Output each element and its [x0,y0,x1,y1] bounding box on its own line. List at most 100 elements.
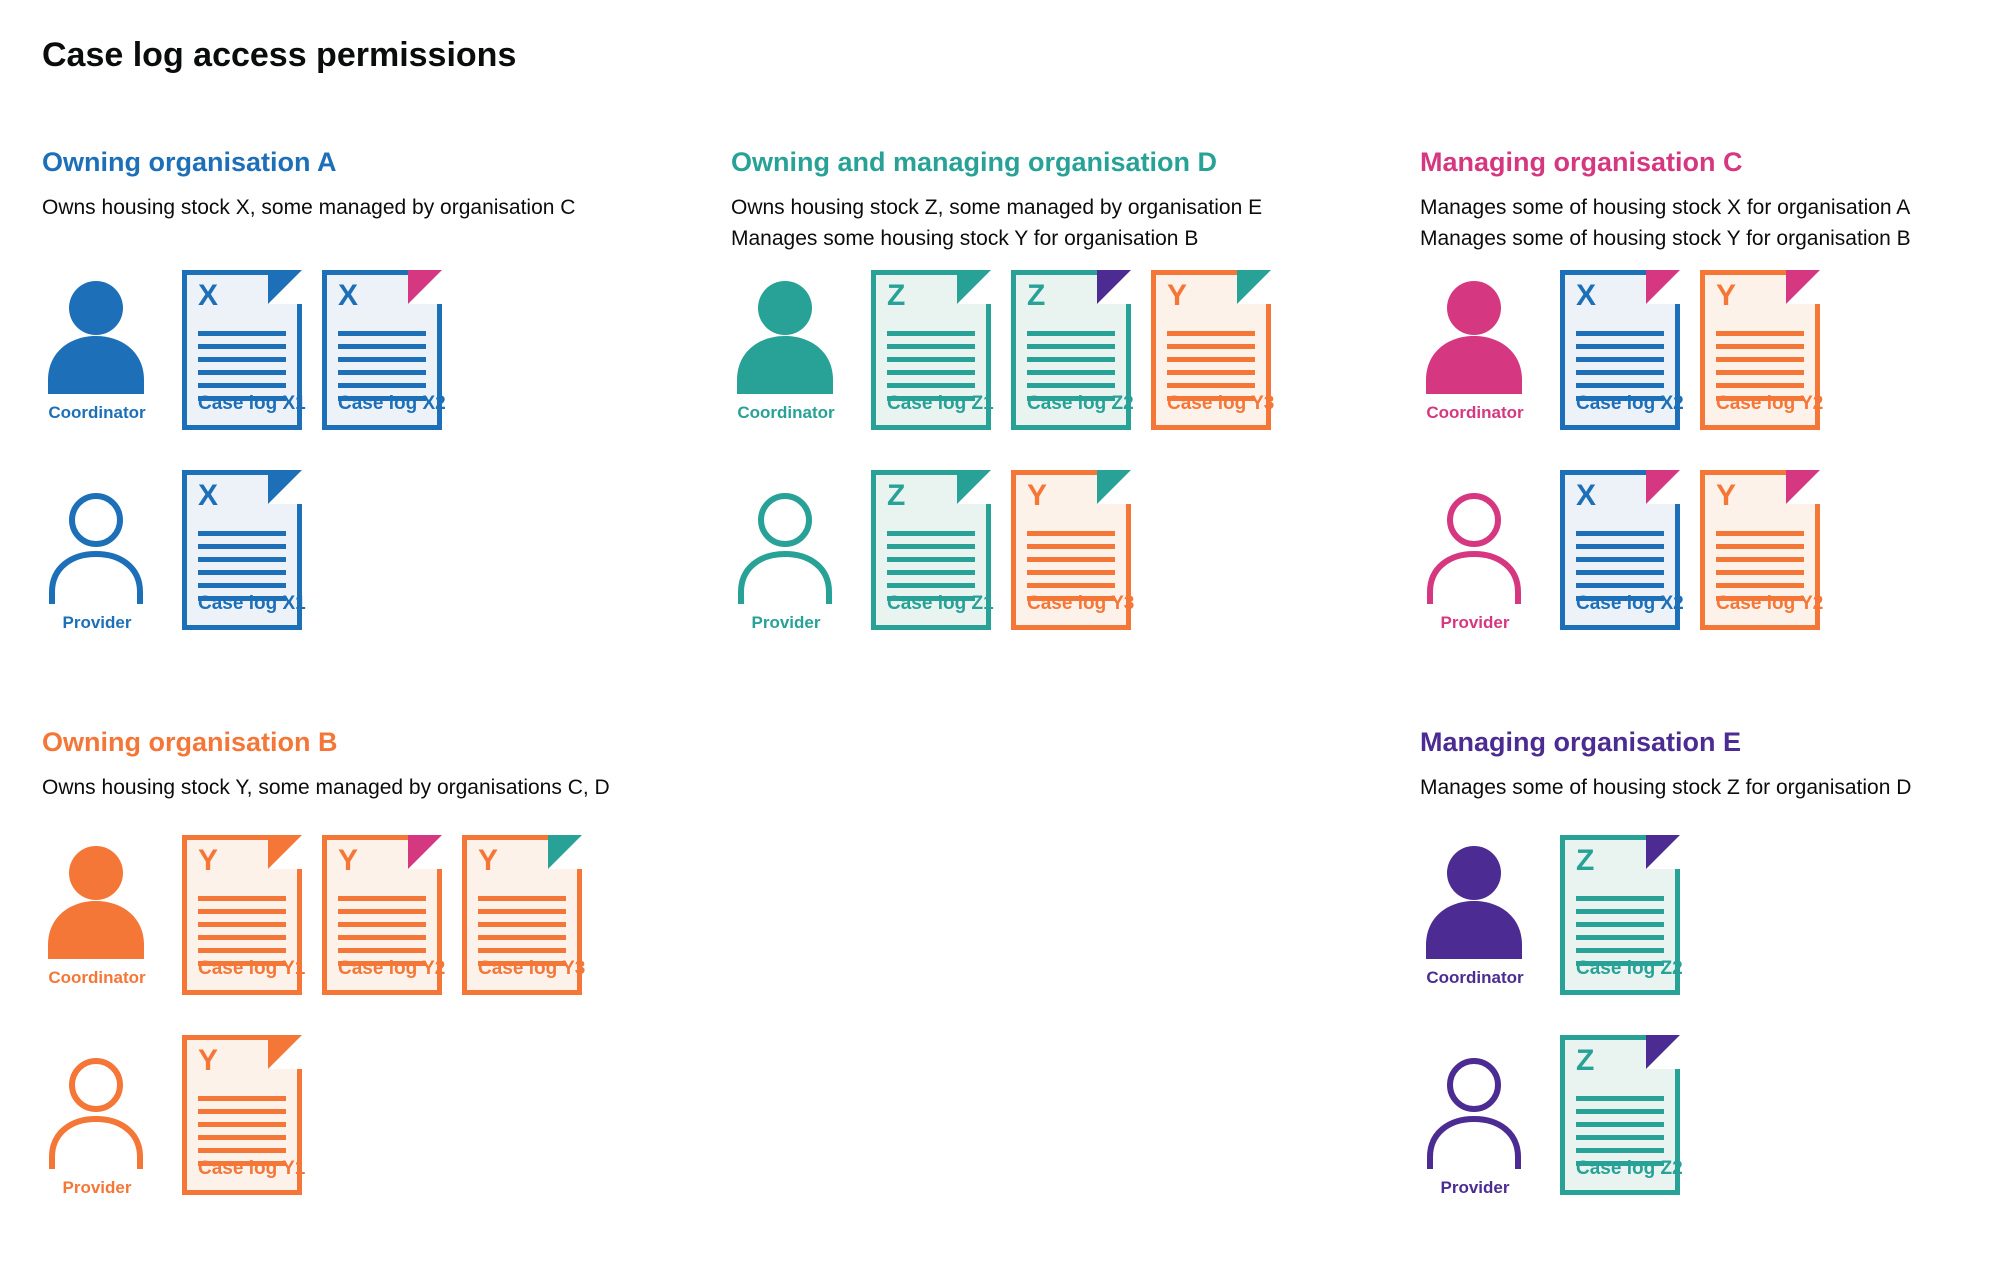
coordinator-row: Coordinator Y Case log Y1 Y Case log Y2 Y Case… [42,835,585,995]
coordinator-icon [737,281,833,394]
text-line [478,922,566,927]
folded-corner-icon [1097,470,1131,504]
section-description-line: Manages some of housing stock X for orga… [1420,196,1911,219]
text-lines [198,1096,286,1174]
section-description-line: Owns housing stock X, some managed by or… [42,196,576,219]
role-label: Coordinator [737,403,835,422]
text-line [1167,331,1255,336]
case-log-document: Z Case log Z2 [1560,1035,1683,1195]
text-line [1027,596,1115,601]
text-lines [1716,531,1804,609]
text-line [198,961,286,966]
case-log-documents: X Case log X1 X Case log X2 [182,270,446,430]
role-label: Coordinator [1426,968,1524,987]
text-line [1576,531,1664,536]
text-line [1167,396,1255,401]
text-lines [198,896,286,974]
stock-letter: Y [1167,279,1188,312]
case-log-documents: X Case log X1 [182,470,306,630]
text-line [198,948,286,953]
section-description: Owns housing stock Y, some managed by or… [42,772,722,803]
stock-letter: X [198,479,219,512]
text-line [198,357,286,362]
text-line [1576,935,1664,940]
folded-corner-icon [408,835,442,869]
case-log-label: Case log Y3 [1027,593,1135,614]
folded-corner-icon [1786,470,1820,504]
case-log-label: Case log X1 [198,393,306,414]
case-log-document: X Case log X2 [322,270,446,430]
coordinator-person: Coordinator [42,835,182,988]
case-log-label: Case log Y2 [338,958,446,979]
text-line [1576,544,1664,549]
folded-corner-icon [1097,270,1131,304]
case-log-label: Case log Y2 [1716,393,1824,414]
text-line [1576,961,1664,966]
stock-letter: Y [198,1044,219,1077]
text-line [887,596,975,601]
text-line [198,331,286,336]
text-line [338,896,426,901]
provider-person: Provider [42,470,182,633]
text-line [338,922,426,927]
text-line [198,570,286,575]
section-description-line: Owns housing stock Z, some managed by or… [731,196,1263,219]
text-line [1576,896,1664,901]
text-line [198,1148,286,1153]
coordinator-person: Coordinator [1420,270,1560,423]
stock-letter: Y [478,844,499,877]
text-lines [198,331,286,409]
case-log-document: X Case log X2 [1560,470,1684,630]
provider-row: Provider Y Case log Y1 [42,1035,305,1198]
text-line [1716,570,1804,575]
text-line [198,396,286,401]
case-log-documents: Z Case log Z1 Y Case log Y3 [871,470,1135,630]
section-description: Owns housing stock X, some managed by or… [42,192,722,223]
folded-corner-icon [1646,270,1680,304]
case-log-documents: Z Case log Z2 [1560,835,1683,995]
case-log-label: Case log Z2 [1576,958,1683,979]
stock-letter: Y [1716,279,1737,312]
text-line [198,1096,286,1101]
text-line [1027,557,1115,562]
text-line [1716,544,1804,549]
provider-icon [49,493,143,604]
text-line [1716,557,1804,562]
stock-letter: Z [887,479,906,512]
role-label: Provider [62,613,132,632]
text-line [338,357,426,362]
text-line [478,896,566,901]
provider-icon [738,493,832,604]
case-log-label: Case log X1 [198,593,306,614]
text-lines [1576,531,1664,609]
text-line [1716,396,1804,401]
text-line [1576,370,1664,375]
role-label: Coordinator [48,968,146,987]
role-label: Provider [1440,613,1510,632]
text-line [478,909,566,914]
text-lines [198,531,286,609]
text-line [1716,583,1804,588]
text-line [198,922,286,927]
text-line [1576,1109,1664,1114]
text-line [1027,583,1115,588]
case-log-documents: Z Case log Z2 [1560,1035,1683,1195]
stock-letter: Z [1576,1044,1595,1077]
folded-corner-icon [548,835,582,869]
provider-row: Provider Z Case log Z1 Y Case log Y3 [731,470,1135,633]
text-line [1576,396,1664,401]
text-lines [338,331,426,409]
coordinator-row: Coordinator Z Case log Z2 [1420,835,1683,995]
text-line [887,557,975,562]
role-label: Provider [751,613,821,632]
stock-letter: Y [1027,479,1048,512]
section-description: Owns housing stock Z, some managed by or… [731,192,1401,254]
case-log-label: Case log Z1 [887,393,994,414]
section-description-line: Manages some of housing stock Y for orga… [1420,227,1911,250]
text-line [887,383,975,388]
case-log-document: Y Case log Y2 [1700,270,1824,430]
section-description-line: Owns housing stock Y, some managed by or… [42,776,610,799]
case-log-documents: Y Case log Y1 Y Case log Y2 Y Case log Y3 [182,835,585,995]
text-line [198,596,286,601]
case-log-label: Case log Y1 [198,958,306,979]
